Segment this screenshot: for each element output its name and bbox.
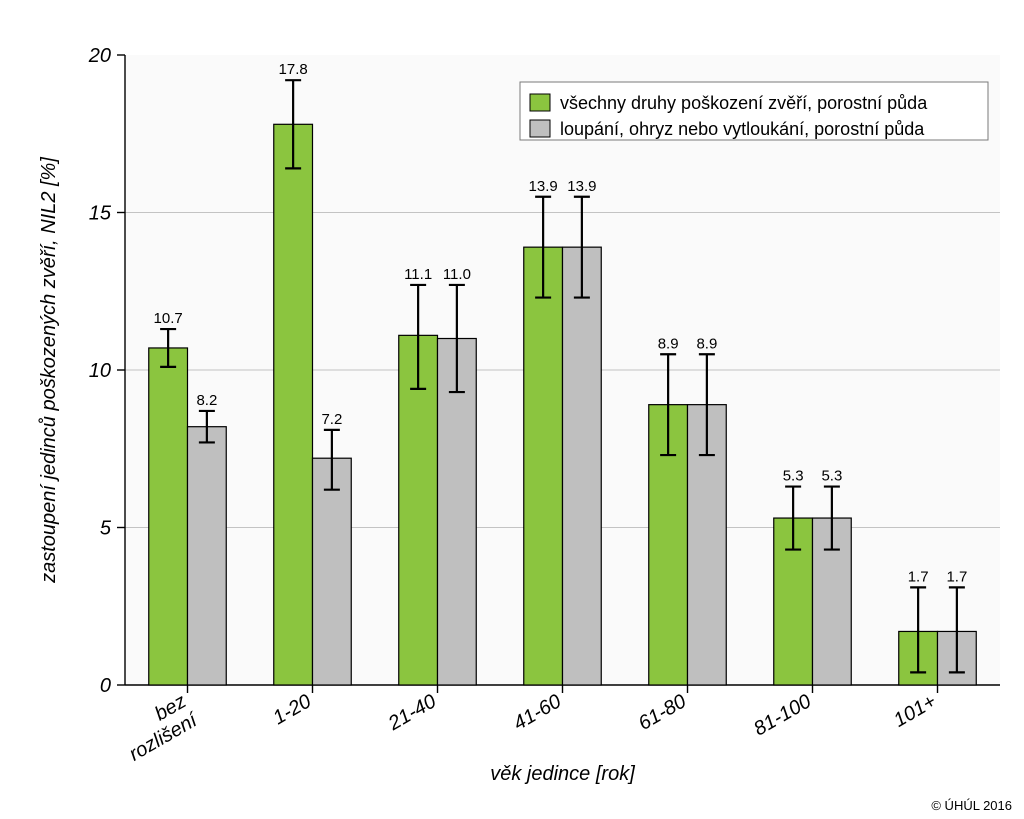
bar-value-label: 17.8 <box>279 61 308 78</box>
bar-value-label: 1.7 <box>946 568 967 585</box>
bar-all_damage <box>524 247 563 685</box>
bar-value-label: 13.9 <box>567 178 596 195</box>
x-axis-label: věk jedince [rok] <box>490 763 635 785</box>
chart-container: 0 5 10 15 20 10.7 8.2 17.8 7.2 11.1 11.0 13.9 13.9 8.… <box>0 0 1024 819</box>
bar-value-label: 11.0 <box>443 266 471 283</box>
legend-swatch <box>530 94 550 111</box>
legend-swatch <box>530 120 550 137</box>
legend-label: loupání, ohryz nebo vytloukání, porostní… <box>560 119 925 139</box>
bar-value-label: 8.2 <box>196 392 217 409</box>
bar-value-label: 5.3 <box>821 468 842 485</box>
credit-text: © ÚHÚL 2016 <box>931 798 1012 813</box>
bar-value-label: 1.7 <box>908 568 929 585</box>
y-axis-label: zastoupení jedinců poškozených zvěří, NI… <box>38 157 60 584</box>
y-tick-label: 20 <box>88 45 111 67</box>
bar-loupani <box>188 427 227 685</box>
bar-loupani <box>313 458 352 685</box>
y-tick-label: 5 <box>100 518 112 540</box>
bar-value-label: 11.1 <box>404 266 432 283</box>
legend-label: všechny druhy poškození zvěří, porostní … <box>560 93 928 113</box>
bar-value-label: 7.2 <box>321 411 342 428</box>
bar-value-label: 13.9 <box>529 178 558 195</box>
bar-value-label: 8.9 <box>696 335 717 352</box>
bar-all_damage <box>149 348 188 685</box>
y-tick-label: 15 <box>89 203 112 225</box>
bar-value-label: 8.9 <box>658 335 679 352</box>
y-tick-label: 0 <box>100 675 111 697</box>
bar-all_damage <box>274 124 313 685</box>
y-tick-label: 10 <box>89 360 111 382</box>
bar-loupani <box>563 247 602 685</box>
bar-value-label: 5.3 <box>783 468 804 485</box>
chart-svg: 0 5 10 15 20 10.7 8.2 17.8 7.2 11.1 11.0 13.9 13.9 8.… <box>0 0 1024 819</box>
bar-value-label: 10.7 <box>154 310 183 327</box>
